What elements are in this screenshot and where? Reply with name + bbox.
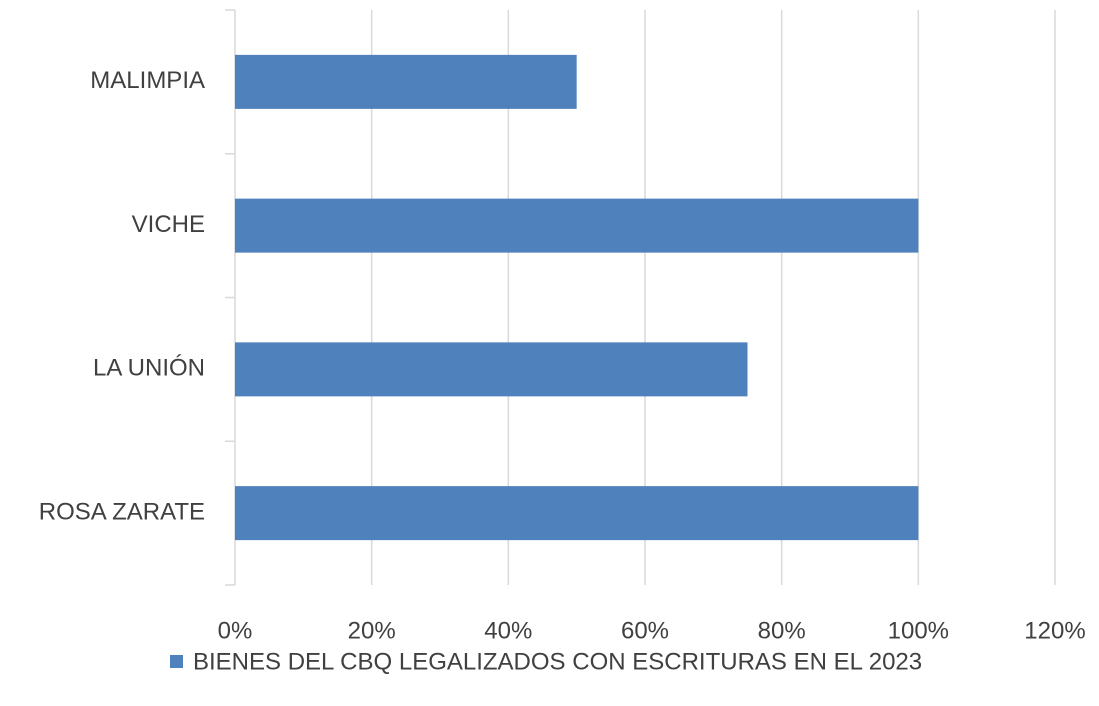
x-tick-label: 20% [348, 617, 396, 644]
bar [235, 342, 748, 397]
bar [235, 54, 577, 109]
legend-swatch [170, 655, 183, 668]
x-tick-label: 60% [621, 617, 669, 644]
y-tick-label: VICHE [132, 211, 205, 238]
y-tick-label: MALIMPIA [90, 67, 205, 94]
bar [235, 198, 919, 253]
x-tick-label: 80% [758, 617, 806, 644]
y-tick-label: LA UNIÓN [93, 355, 205, 382]
x-tick-label: 0% [218, 617, 253, 644]
y-tick-label: ROSA ZARATE [39, 498, 205, 525]
legend-label: BIENES DEL CBQ LEGALIZADOS CON ESCRITURA… [193, 648, 922, 675]
bar [235, 486, 919, 541]
x-tick-label: 100% [888, 617, 949, 644]
x-tick-label: 40% [484, 617, 532, 644]
x-tick-label: 120% [1024, 617, 1085, 644]
